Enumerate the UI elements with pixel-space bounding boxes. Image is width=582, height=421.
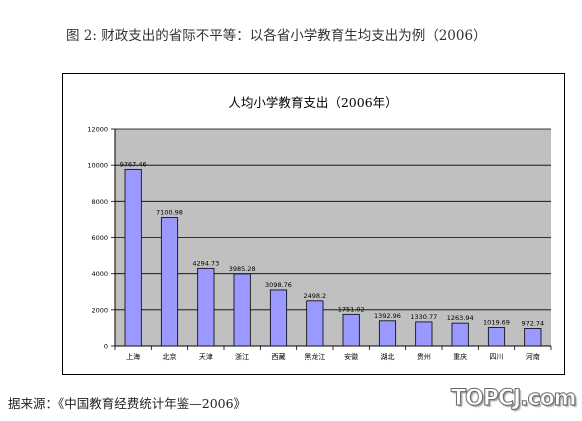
axes <box>114 129 552 350</box>
data-label: 1330.77 <box>410 313 437 321</box>
y-tick-label: 8000 <box>91 198 108 206</box>
data-label: 4294.73 <box>192 259 219 267</box>
y-tick-label: 4000 <box>91 270 108 278</box>
bar-湖北 <box>378 320 397 347</box>
x-tick-label: 西藏 <box>272 352 286 361</box>
bar-重庆 <box>451 322 469 347</box>
x-tick-label: 上海 <box>126 352 140 361</box>
x-tick-label: 重庆 <box>453 352 467 361</box>
data-label: 9767.46 <box>120 160 147 168</box>
bar-chart: 人均小学教育支出（2006年） 9767.46 7100.98 4294.73 398… <box>87 95 552 361</box>
bar-浙江 <box>233 273 251 347</box>
data-label: 1751.02 <box>338 305 365 313</box>
x-tick-label: 安徽 <box>344 352 358 361</box>
bar-河南 <box>524 328 542 347</box>
x-tick-label: 四川 <box>490 353 504 361</box>
y-tick-label: 12000 <box>87 126 108 134</box>
x-tick-label: 北京 <box>163 352 177 361</box>
data-label: 3098.76 <box>265 281 292 289</box>
y-tick-label: 0 <box>104 343 108 351</box>
bar-上海 <box>124 168 142 347</box>
data-label: 1392.96 <box>374 312 401 320</box>
bar-西藏 <box>269 289 288 347</box>
x-tick-label: 湖北 <box>381 352 395 361</box>
gridlines <box>111 128 551 347</box>
data-labels: 9767.46 7100.98 4294.73 3985.28 3098.76 2498.… <box>120 160 544 327</box>
bar-黑龙江 <box>306 300 324 347</box>
bar-北京 <box>160 217 179 347</box>
x-tick-label: 黑龙江 <box>304 352 325 361</box>
y-tick-label: 10000 <box>87 162 108 170</box>
data-label: 3985.28 <box>229 265 256 273</box>
x-tick-label: 天津 <box>199 353 213 361</box>
chart-title: 人均小学教育支出（2006年） <box>228 95 397 110</box>
y-tick-label: 6000 <box>91 234 108 242</box>
chart-frame: 人均小学教育支出（2006年） 9767.46 7100.98 4294.73 398… <box>62 73 565 375</box>
bar-贵州 <box>415 321 433 347</box>
data-label: 1019.69 <box>483 319 510 327</box>
y-tick-label: 2000 <box>91 306 108 314</box>
bar-天津 <box>197 267 215 347</box>
data-label: 1263.94 <box>447 314 474 322</box>
x-tick-label: 浙江 <box>235 352 249 361</box>
x-tick-labels: 上海 北京 天津 浙江 西藏 黑龙江 安徽 湖北 贵州 重庆 四川 河南 <box>126 352 540 361</box>
data-label: 972.74 <box>521 319 544 327</box>
source-note: 据来源：《中国教育经费统计年鉴—2006》 <box>8 396 247 411</box>
data-label: 2498.2 <box>303 292 326 300</box>
bar-安徽 <box>342 313 360 347</box>
bar-四川 <box>487 327 506 347</box>
data-label: 7100.98 <box>156 209 183 217</box>
y-tick-labels: 0 2000 4000 6000 8000 10000 12000 <box>87 126 108 351</box>
bars <box>124 168 542 347</box>
x-tick-label: 贵州 <box>417 352 431 361</box>
watermark-logo: TOPCJ.com <box>451 386 578 412</box>
x-tick-label: 河南 <box>526 352 540 361</box>
page-title: 图 2: 财政支出的省际不平等：以各省小学教育生均支出为例（2006） <box>66 28 487 44</box>
